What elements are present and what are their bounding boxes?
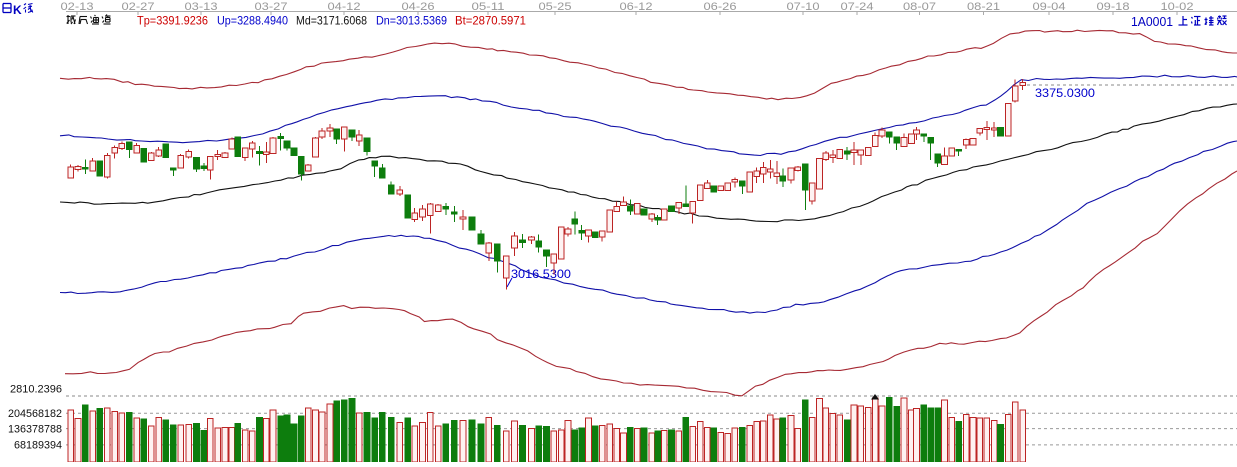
svg-text:3016.5300: 3016.5300 bbox=[511, 267, 571, 281]
svg-text:09-18: 09-18 bbox=[1097, 1, 1130, 13]
svg-text:K: K bbox=[13, 3, 22, 17]
svg-text:04-12: 04-12 bbox=[328, 1, 361, 13]
svg-text:02-13: 02-13 bbox=[61, 1, 94, 13]
svg-text:136378788: 136378788 bbox=[8, 423, 62, 435]
svg-text:09-04: 09-04 bbox=[1033, 1, 1066, 13]
svg-text:03-13: 03-13 bbox=[185, 1, 218, 13]
svg-text:06-12: 06-12 bbox=[620, 1, 653, 13]
svg-text:07-10: 07-10 bbox=[787, 1, 820, 13]
svg-text:05-25: 05-25 bbox=[539, 1, 572, 13]
svg-text:Bt=2870.5971: Bt=2870.5971 bbox=[455, 14, 526, 28]
svg-text:04-26: 04-26 bbox=[402, 1, 435, 13]
svg-text:08-21: 08-21 bbox=[967, 1, 1000, 13]
svg-text:1A0001: 1A0001 bbox=[1131, 14, 1173, 29]
svg-text:02-27: 02-27 bbox=[122, 1, 155, 13]
svg-text:Md=3171.6068: Md=3171.6068 bbox=[296, 14, 367, 28]
svg-text:3375.0300: 3375.0300 bbox=[1035, 86, 1095, 100]
svg-text:Tp=3391.9236: Tp=3391.9236 bbox=[137, 14, 208, 28]
svg-text:03-27: 03-27 bbox=[255, 1, 288, 13]
svg-text:10-02: 10-02 bbox=[1161, 1, 1194, 13]
svg-text:08-07: 08-07 bbox=[903, 1, 936, 13]
svg-text:Up=3288.4940: Up=3288.4940 bbox=[217, 14, 288, 28]
svg-text:05-11: 05-11 bbox=[472, 1, 505, 13]
svg-text:06-26: 06-26 bbox=[704, 1, 737, 13]
svg-text:2810.2396: 2810.2396 bbox=[10, 384, 62, 396]
svg-text:68189394: 68189394 bbox=[14, 440, 62, 452]
svg-text:204568182: 204568182 bbox=[8, 408, 62, 420]
svg-text:07-24: 07-24 bbox=[841, 1, 874, 13]
svg-text:Dn=3013.5369: Dn=3013.5369 bbox=[376, 14, 447, 28]
